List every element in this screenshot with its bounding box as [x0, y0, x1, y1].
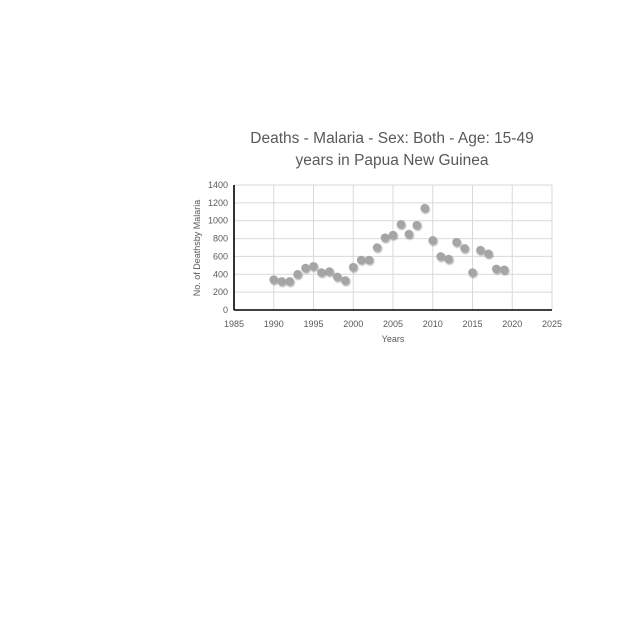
- data-point: [341, 276, 350, 285]
- y-tick-labels: 0 200 400 600 800 1000 1200 1400: [208, 180, 228, 315]
- data-point: [285, 277, 294, 286]
- x-axis-label: Years: [382, 334, 405, 344]
- gridlines: [234, 184, 553, 310]
- data-point: [269, 275, 279, 284]
- x-tick-label: 1995: [303, 319, 323, 329]
- data-point: [380, 233, 390, 242]
- x-tick-label: 2020: [502, 319, 522, 329]
- y-tick-label: 600: [213, 251, 228, 261]
- data-point: [309, 261, 318, 271]
- data-point: [277, 277, 287, 286]
- x-tick-label: 2025: [542, 319, 562, 329]
- x-tick-label: 2005: [383, 319, 403, 329]
- data-point: [396, 219, 406, 229]
- data-point: [388, 230, 398, 240]
- data-point: [293, 269, 302, 279]
- data-point: [404, 229, 414, 239]
- data-point: [428, 236, 438, 245]
- y-tick-label: 1200: [208, 198, 228, 208]
- data-point: [452, 237, 461, 247]
- data-point: [444, 254, 453, 264]
- data-point: [500, 265, 509, 275]
- x-tick-label: 2015: [462, 319, 482, 329]
- data-point: [420, 203, 430, 213]
- data-point: [364, 255, 374, 265]
- y-axis-label: No. of Deathsby Malaria: [192, 200, 202, 297]
- y-tick-label: 800: [213, 234, 228, 244]
- data-point: [476, 245, 485, 255]
- data-point: [468, 268, 477, 277]
- axes: [233, 185, 552, 311]
- data-point: [436, 252, 446, 261]
- x-tick-labels: 1985 1990 1995 2000 2005 2010 2015 2020 2025: [224, 319, 562, 329]
- data-point: [492, 264, 501, 274]
- y-tick-label: 400: [213, 269, 228, 279]
- data-points: [269, 203, 509, 286]
- data-point: [356, 255, 366, 265]
- data-point: [412, 220, 422, 230]
- x-tick-label: 2010: [423, 319, 443, 329]
- x-tick-label: 1990: [264, 319, 284, 329]
- chart-title-line-1: Deaths - Malaria - Sex: Both - Age: 15-4…: [250, 130, 533, 147]
- data-point: [372, 243, 382, 252]
- data-point: [325, 267, 334, 276]
- data-point: [317, 268, 326, 277]
- y-tick-label: 1000: [208, 216, 228, 226]
- data-point: [301, 263, 310, 273]
- data-point: [460, 244, 469, 253]
- y-tick-label: 1400: [208, 180, 228, 190]
- chart-title-line-2: years in Papua New Guinea: [295, 152, 488, 169]
- y-tick-label: 200: [213, 287, 228, 297]
- x-tick-label: 2000: [343, 319, 363, 329]
- data-point: [333, 272, 342, 282]
- data-point: [348, 262, 358, 272]
- x-tick-label: 1985: [224, 319, 244, 329]
- y-tick-label: 0: [223, 305, 228, 315]
- data-point: [484, 249, 493, 259]
